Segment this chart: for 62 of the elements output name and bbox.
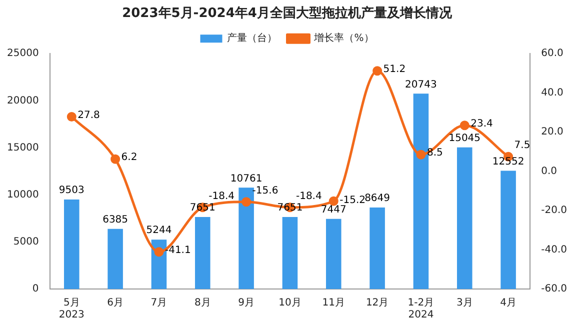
data-label: 9503	[58, 185, 84, 196]
data-label: 27.8	[78, 110, 100, 121]
data-label: 23.4	[470, 118, 493, 130]
point	[416, 150, 426, 160]
legend-label: 增长率（%）	[313, 32, 374, 44]
point	[110, 154, 120, 164]
x-tick-label: 7月	[150, 298, 168, 309]
data-label: 10761	[230, 173, 262, 184]
point	[242, 197, 252, 207]
y2-tick-label: 20.0	[541, 126, 564, 138]
x-tick-label: 8月	[194, 298, 211, 309]
x-tick-label: 5月 2023	[58, 298, 84, 321]
data-label: 12552	[492, 156, 524, 168]
y2-tick-label: -20.0	[541, 205, 567, 216]
data-label: 6385	[102, 214, 128, 226]
point	[154, 247, 164, 257]
bar	[195, 216, 210, 289]
data-label: -18.4	[208, 190, 235, 202]
y2-tick-label: 0.0	[541, 166, 558, 177]
legend-label: 产量（台）	[227, 32, 278, 44]
data-label: -15.2	[340, 195, 366, 206]
point	[328, 196, 338, 206]
bar	[282, 216, 298, 289]
y-tick-label: 10000	[7, 189, 39, 200]
data-label: 7447	[320, 204, 346, 216]
x-tick-label: 3月	[456, 298, 473, 309]
data-label: 15045	[448, 132, 481, 144]
x-tick-label: 4月	[500, 298, 516, 309]
bar	[370, 208, 385, 289]
bar	[456, 147, 472, 289]
y-tick-label: 5000	[13, 236, 39, 248]
data-label: 7.5	[514, 140, 530, 152]
chart-title: 2023年5月-2024年4月全国大型拖拉机产量及增长情况	[122, 5, 453, 22]
y2-tick-label: -60.0	[541, 284, 567, 295]
bar	[64, 200, 80, 289]
bar	[238, 188, 254, 289]
x-tick-label: 11月	[322, 298, 345, 309]
x-tick-label: 9月	[238, 298, 254, 309]
data-label: 5244	[146, 225, 172, 236]
y2-tick-label: -40.0	[541, 244, 567, 256]
data-label: 51.2	[383, 64, 406, 75]
data-label: -18.4	[296, 190, 322, 202]
x-tick-label: 12月	[366, 298, 389, 309]
data-label: 8649	[364, 193, 390, 204]
y2-tick-label: 40.0	[541, 87, 564, 98]
bar	[326, 218, 342, 289]
point	[66, 112, 76, 122]
x-tick-label: 1-2月 2024	[408, 298, 434, 321]
bar	[500, 170, 516, 289]
point	[460, 120, 470, 130]
bar	[413, 94, 429, 289]
data-label: 20743	[405, 79, 437, 90]
y-tick-label: 0	[32, 284, 39, 295]
data-label: 6.2	[121, 152, 138, 164]
y-tick-label: 15000	[7, 142, 39, 154]
y2-tick-label: 60.0	[541, 48, 564, 60]
y-tick-label: 25000	[7, 48, 39, 60]
point	[372, 66, 382, 76]
bar	[108, 228, 123, 289]
x-tick-label: 6月	[107, 298, 124, 309]
y-tick-label: 20000	[7, 95, 39, 106]
x-tick-label: 10月	[278, 298, 302, 309]
